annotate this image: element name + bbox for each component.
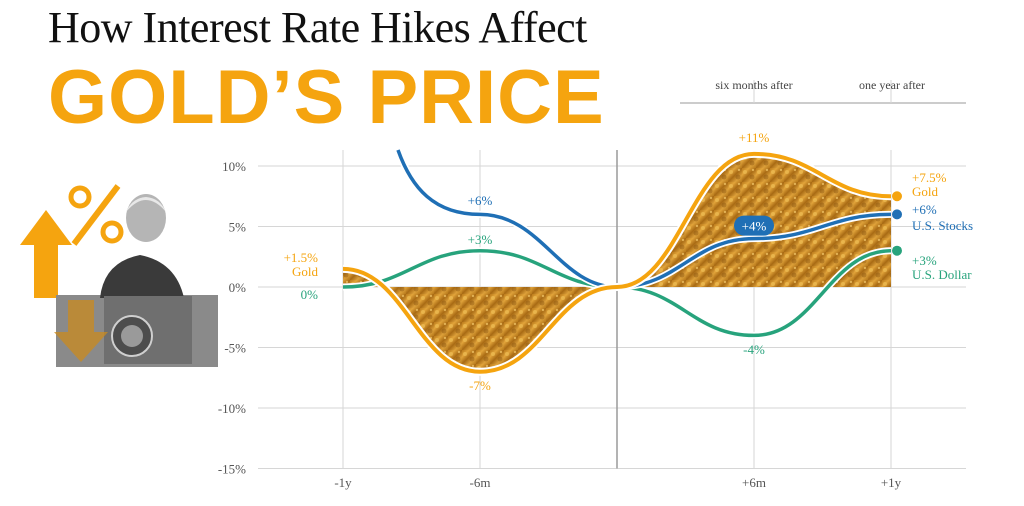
- stocks-end-point: [892, 209, 902, 220]
- x-tick-label: +1y: [881, 475, 902, 490]
- chart-headline: GOLD’S PRICE: [48, 55, 605, 140]
- y-tick-label: 0%: [229, 280, 247, 295]
- stocks-end-name: U.S. Stocks: [912, 218, 973, 233]
- gold-line: [342, 151, 892, 374]
- period-labels: six months after one year after: [680, 78, 966, 104]
- down-arrow-icon: [54, 300, 108, 362]
- chart-title: How Interest Rate Hikes Affect: [48, 3, 587, 52]
- period-label-one-year: one year after: [859, 78, 925, 92]
- gold-start-label: +1.5%: [284, 250, 319, 265]
- gold-area: [343, 153, 891, 372]
- stocks-6m-before-label: +6%: [468, 193, 493, 208]
- series-lines: [342, 148, 902, 376]
- x-tick-label: -6m: [470, 475, 491, 490]
- y-tick-label: 5%: [229, 220, 247, 235]
- speaker-photo: [20, 184, 218, 367]
- y-tick-label: 10%: [222, 159, 246, 174]
- x-tick-label: +6m: [742, 475, 766, 490]
- y-tick-label: -5%: [224, 341, 246, 356]
- dollar-6m-before-label: +3%: [468, 232, 493, 247]
- stocks-6m-after-badge: [734, 215, 774, 236]
- x-tick-label: -1y: [334, 475, 352, 490]
- stocks-end-label: +6%: [912, 202, 937, 217]
- data-labels: +1.5%Gold0%+6%+3%-7%+11%+4%-4%+7.5%Gold+…: [284, 130, 973, 393]
- gold-6m-before-label: -7%: [469, 378, 491, 393]
- dollar-6m-after-label: -4%: [743, 342, 765, 357]
- gold-start-name: Gold: [292, 264, 319, 279]
- x-axis: -1y -6m +6m +1y: [334, 475, 901, 490]
- gold-end-name: Gold: [912, 184, 939, 199]
- y-tick-label: -10%: [218, 401, 246, 416]
- percent-up-arrow-icon: [20, 184, 124, 298]
- y-axis: 10% 5% 0% -5% -10% -15%: [218, 159, 246, 477]
- gold-6m-after-label: +11%: [739, 130, 770, 145]
- gold-end-point: [892, 191, 902, 202]
- y-tick-label: -15%: [218, 462, 246, 477]
- gold-area-fill: [343, 153, 891, 372]
- dollar-end-label: +3%: [912, 253, 937, 268]
- period-label-six-months: six months after: [715, 78, 792, 92]
- dollar-end-name: U.S. Dollar: [912, 267, 972, 282]
- gold-end-label: +7.5%: [912, 170, 947, 185]
- dollar-start-label: 0%: [301, 287, 319, 302]
- dollar-end-point: [892, 245, 902, 256]
- stocks-6m-after-label: +4%: [742, 219, 767, 234]
